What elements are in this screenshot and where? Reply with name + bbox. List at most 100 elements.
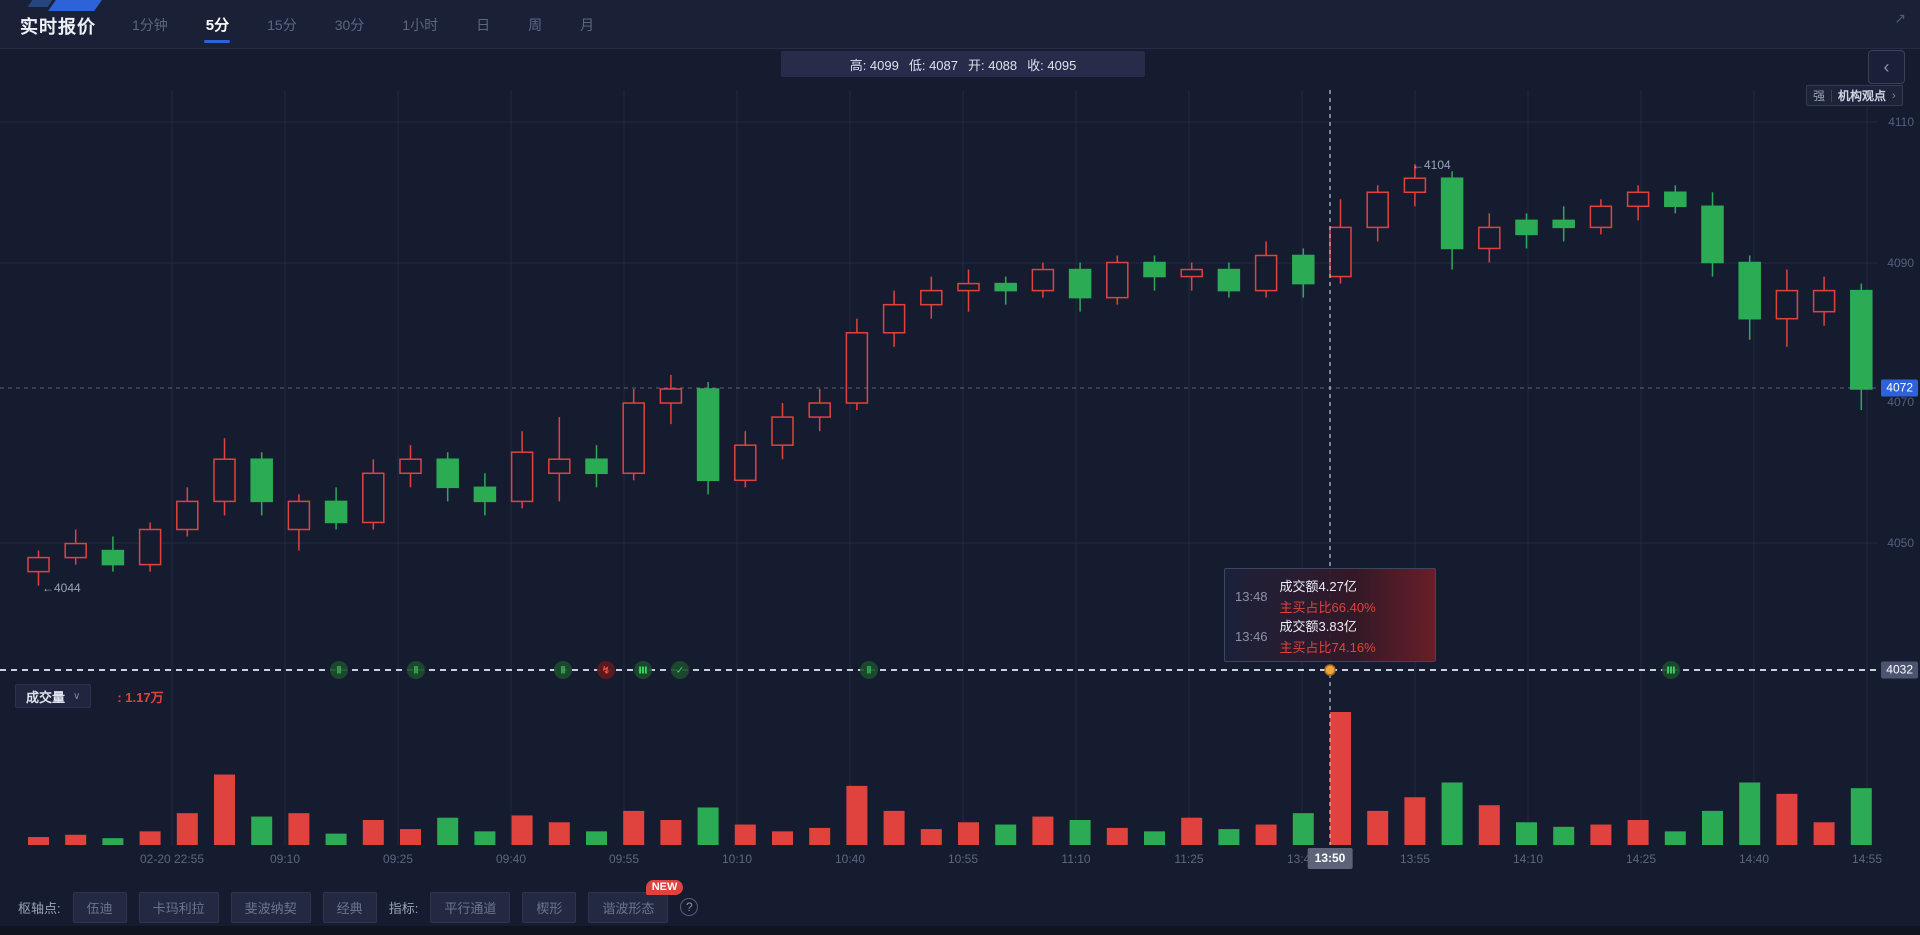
volume-bar[interactable] bbox=[1106, 827, 1128, 845]
volume-series[interactable] bbox=[28, 712, 1872, 845]
indicator-button-平行通道[interactable]: 平行通道 bbox=[430, 891, 511, 923]
signal-marker-icon[interactable]: ‖ bbox=[330, 661, 348, 679]
volume-bar[interactable] bbox=[920, 829, 942, 845]
volume-bar[interactable] bbox=[1627, 819, 1649, 845]
candle-body[interactable] bbox=[1515, 219, 1538, 236]
signal-marker-icon[interactable]: ↯ bbox=[597, 661, 615, 679]
tab-5分[interactable]: 5分 bbox=[204, 0, 231, 49]
candle-body[interactable] bbox=[362, 472, 385, 524]
volume-bar[interactable] bbox=[1590, 824, 1612, 845]
candle-body[interactable] bbox=[1068, 268, 1092, 299]
candle-body[interactable] bbox=[473, 486, 497, 503]
volume-bar[interactable] bbox=[1813, 822, 1835, 845]
candle-body[interactable] bbox=[1775, 289, 1799, 320]
candle-body[interactable] bbox=[1106, 261, 1129, 299]
candle-body[interactable] bbox=[64, 542, 87, 559]
volume-bar[interactable] bbox=[1367, 810, 1389, 845]
candle-body[interactable] bbox=[1031, 268, 1055, 292]
candle-body[interactable] bbox=[845, 332, 869, 404]
candle-body[interactable] bbox=[27, 556, 50, 573]
volume-bar[interactable] bbox=[623, 810, 645, 845]
candle-body[interactable] bbox=[1552, 219, 1575, 229]
candle-body[interactable] bbox=[548, 458, 571, 475]
candle-body[interactable] bbox=[1850, 289, 1873, 390]
volume-bar[interactable] bbox=[65, 834, 87, 845]
candle-body[interactable] bbox=[399, 458, 422, 475]
volume-bar[interactable] bbox=[474, 831, 496, 845]
collapse-panel-button[interactable]: ‹ bbox=[1868, 50, 1905, 84]
expand-icon[interactable]: ↗ bbox=[1894, 10, 1906, 26]
volume-bar[interactable] bbox=[214, 774, 235, 845]
candle-body[interactable] bbox=[1478, 226, 1501, 250]
signal-marker-icon[interactable]: Ⅲ bbox=[1662, 661, 1680, 679]
tab-15分[interactable]: 15分 bbox=[267, 16, 297, 33]
candle-body[interactable] bbox=[176, 500, 199, 531]
volume-bar[interactable] bbox=[734, 824, 756, 845]
candle-body[interactable] bbox=[1626, 191, 1650, 208]
volume-bar[interactable] bbox=[400, 829, 421, 845]
volume-bar[interactable] bbox=[1032, 816, 1054, 845]
volume-bar[interactable] bbox=[660, 819, 682, 845]
candle-body[interactable] bbox=[920, 289, 943, 306]
volume-bar[interactable] bbox=[1404, 797, 1426, 845]
signal-marker-icon[interactable]: ‖ bbox=[554, 661, 572, 679]
volume-bar[interactable] bbox=[511, 815, 533, 845]
tab-月[interactable]: 月 bbox=[580, 16, 595, 33]
candle-body[interactable] bbox=[1254, 254, 1278, 292]
pivot-button-斐波纳契[interactable]: 斐波纳契 bbox=[230, 891, 311, 923]
candle-body[interactable] bbox=[1403, 177, 1427, 194]
candle-body[interactable] bbox=[622, 402, 645, 475]
institution-view-link[interactable]: 强 机构观点 › bbox=[1806, 85, 1903, 106]
tab-日[interactable]: 日 bbox=[476, 16, 491, 33]
candle-body[interactable] bbox=[882, 303, 906, 334]
signal-marker-icon[interactable]: Ⅲ bbox=[634, 661, 652, 679]
volume-bar[interactable] bbox=[251, 816, 273, 845]
volume-bar[interactable] bbox=[1181, 817, 1203, 845]
volume-bar[interactable] bbox=[1776, 793, 1798, 845]
candle-body[interactable] bbox=[696, 388, 720, 482]
signal-marker-icon[interactable]: ✓ bbox=[671, 661, 689, 679]
signal-marker-icon[interactable]: ‖ bbox=[860, 661, 878, 679]
volume-bar[interactable] bbox=[1664, 831, 1686, 845]
candle-body[interactable] bbox=[1366, 191, 1389, 229]
candle-body[interactable] bbox=[250, 458, 273, 503]
volume-bar[interactable] bbox=[883, 810, 905, 845]
volume-bar[interactable] bbox=[1330, 712, 1351, 845]
volume-bar[interactable] bbox=[586, 831, 607, 845]
candle-body[interactable] bbox=[957, 282, 980, 292]
volume-bar[interactable] bbox=[1292, 813, 1314, 845]
indicator-button-楔形[interactable]: 楔形 bbox=[522, 891, 577, 923]
volume-bar[interactable] bbox=[1218, 829, 1240, 845]
volume-bar[interactable] bbox=[362, 819, 384, 845]
candle-body[interactable] bbox=[1292, 254, 1315, 285]
volume-bar[interactable] bbox=[809, 827, 831, 845]
candle-body[interactable] bbox=[808, 402, 831, 418]
volume-bar[interactable] bbox=[1702, 810, 1723, 845]
candle-body[interactable] bbox=[734, 444, 757, 482]
candle-body[interactable] bbox=[994, 282, 1017, 292]
candle-body[interactable] bbox=[585, 458, 608, 475]
candle-body[interactable] bbox=[1180, 268, 1203, 278]
candlestick-series[interactable] bbox=[27, 164, 1873, 586]
candle-body[interactable] bbox=[101, 549, 125, 566]
candle-body[interactable] bbox=[138, 528, 162, 566]
volume-bar[interactable] bbox=[325, 833, 347, 845]
volume-indicator-selector[interactable]: 成交量 ∨ bbox=[15, 684, 92, 708]
tab-1小时[interactable]: 1小时 bbox=[402, 16, 439, 33]
help-icon[interactable]: ? bbox=[680, 898, 699, 916]
candle-body[interactable] bbox=[287, 500, 311, 531]
volume-bar[interactable] bbox=[1478, 805, 1500, 845]
volume-bar[interactable] bbox=[1144, 831, 1165, 845]
indicator-button-谐波形态[interactable]: 谐波形态 NEW bbox=[588, 879, 684, 923]
volume-bar[interactable] bbox=[1069, 819, 1091, 845]
volume-bar[interactable] bbox=[995, 824, 1017, 845]
volume-bar[interactable] bbox=[176, 813, 198, 845]
candle-body[interactable] bbox=[1143, 261, 1166, 278]
tab-周[interactable]: 周 bbox=[528, 16, 543, 33]
volume-bar[interactable] bbox=[139, 831, 161, 845]
volume-bar[interactable] bbox=[1553, 826, 1575, 845]
volume-bar[interactable] bbox=[958, 822, 979, 845]
candle-body[interactable] bbox=[1329, 226, 1352, 278]
candle-body[interactable] bbox=[1664, 191, 1687, 208]
